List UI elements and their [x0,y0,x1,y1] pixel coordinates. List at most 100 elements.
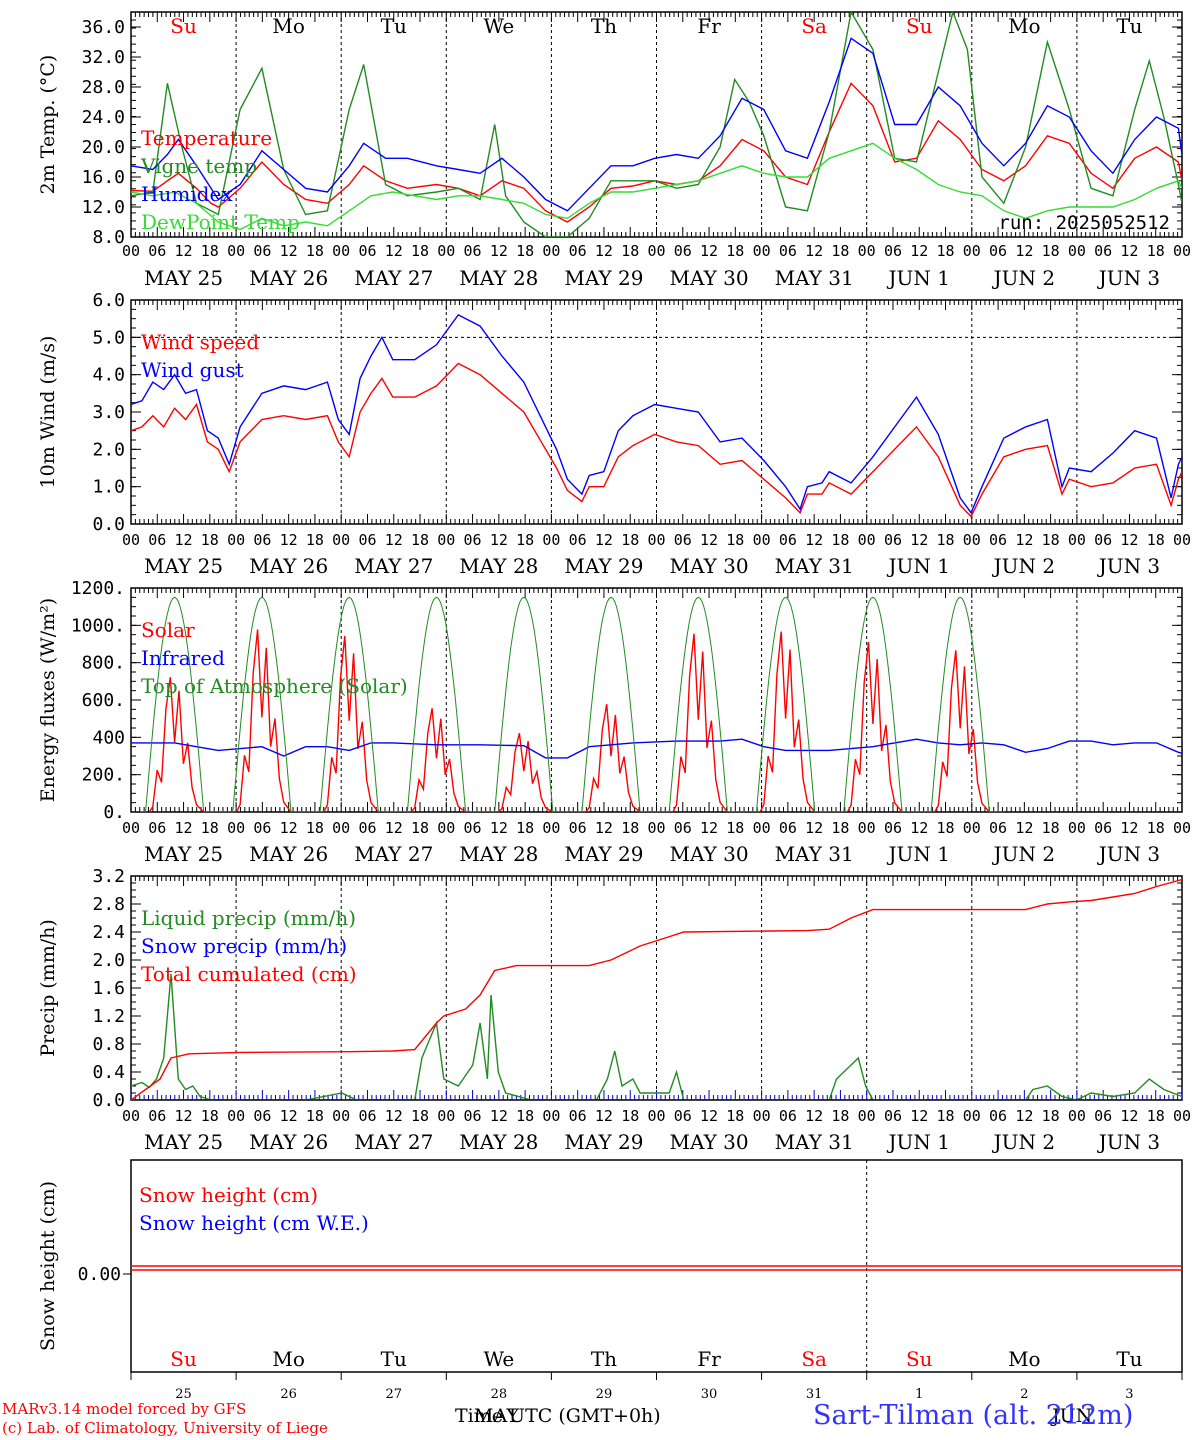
hour-tick-label: 06 [1094,819,1112,837]
y-axis-label: Precip (mm/h) [37,919,59,1057]
date-label: MAY 26 [249,266,328,290]
hour-tick-label: 06 [674,819,692,837]
month-overlay-jun: JUN [1052,1405,1093,1427]
hour-tick-label: 06 [569,531,587,549]
hour-tick-label: 18 [306,531,324,549]
hour-tick-label: 00 [963,819,981,837]
hour-tick-label: 00 [1173,819,1191,837]
y-tick-label: 600. [82,690,125,711]
hour-tick-label: 06 [989,531,1007,549]
hour-tick-label: 12 [1120,531,1138,549]
hour-tick-label: 18 [411,819,429,837]
hour-tick-label: 18 [1147,819,1165,837]
hour-tick-label: 12 [280,531,298,549]
hour-tick-label: 12 [595,819,613,837]
hour-tick-label: 12 [700,819,718,837]
hour-tick-label: 06 [884,531,902,549]
hour-tick-label: 12 [910,531,928,549]
hour-tick-label: 18 [621,1107,639,1125]
hour-tick-label: 12 [490,242,508,260]
series-line [131,142,1182,231]
series-line [131,314,1182,515]
hour-tick-label: 18 [201,242,219,260]
y-tick-label: 12.0 [82,197,125,218]
hour-tick-label: 06 [674,1107,692,1125]
hour-tick-label: 12 [175,1107,193,1125]
hour-tick-label: 00 [227,242,245,260]
y-tick-label: 5.0 [92,327,125,348]
hour-tick-label: 12 [385,242,403,260]
date-label: MAY 29 [564,554,643,578]
hour-tick-label: 06 [148,242,166,260]
footer-model-line: MARv3.14 model forced by GFS [2,1400,247,1418]
hour-tick-label: 06 [253,1107,271,1125]
weekday-label: Th [591,1347,617,1371]
y-tick-label: 2.0 [92,950,125,971]
y-tick-label: 20.0 [82,137,125,158]
day-number-label: 1 [915,1387,923,1402]
hour-tick-label: 12 [490,531,508,549]
weekday-label: We [483,1347,514,1371]
hour-tick-label: 00 [542,819,560,837]
day-number-label: 29 [596,1387,613,1402]
date-label: MAY 25 [144,842,223,866]
series-line [131,738,1182,759]
y-tick-label: 800. [82,653,125,674]
hour-tick-label: 18 [411,242,429,260]
date-label: JUN 1 [887,554,950,578]
hour-tick-label: 18 [516,1107,534,1125]
time-axis-label: Time UTC (GMT+0h) [455,1405,661,1427]
hour-tick-label: 06 [148,819,166,837]
y-tick-label: 4.0 [92,365,125,386]
hour-tick-label: 00 [122,819,140,837]
weekday-label: Su [906,14,933,38]
hour-tick-label: 00 [647,1107,665,1125]
hour-tick-label: 12 [1015,819,1033,837]
date-label: JUN 2 [992,266,1055,290]
hour-tick-label: 18 [936,819,954,837]
hour-tick-label: 18 [831,531,849,549]
hour-tick-label: 18 [411,1107,429,1125]
day-number-label: 27 [385,1387,402,1402]
hour-tick-label: 12 [490,1107,508,1125]
legend-entry: Humidex [141,182,233,206]
hour-tick-label: 00 [1068,242,1086,260]
date-label: MAY 27 [354,554,433,578]
run-label: run: 2025052512 [998,212,1170,234]
series-group [131,878,1182,1100]
hour-tick-label: 00 [858,1107,876,1125]
chart-panel-5: 0.00 Snow height (cm) Snow height (cm) Snow… [37,1159,1183,1402]
date-label: JUN 2 [992,1130,1055,1154]
hour-tick-label: 18 [936,531,954,549]
y-tick-label: 0.00 [78,1264,121,1285]
date-label: MAY 31 [775,554,854,578]
hour-tick-label: 18 [726,242,744,260]
hour-tick-label: 12 [280,819,298,837]
series-line [131,37,1182,212]
date-label: MAY 31 [775,1130,854,1154]
date-label: MAY 28 [459,842,538,866]
date-label: MAY 27 [354,266,433,290]
series-line [131,973,1182,1100]
hour-tick-label: 12 [1015,1107,1033,1125]
date-label: JUN 1 [887,1130,950,1154]
hour-tick-label: 06 [779,531,797,549]
legend-entry: Wind gust [141,358,244,382]
hour-tick-label: 18 [306,819,324,837]
hour-tick-label: 06 [989,819,1007,837]
y-tick-label: 36.0 [82,17,125,38]
hour-tick-label: 18 [831,242,849,260]
chart-panel-4: 00 06 12 18 00 06 12 18 00 06 12 18 00 06 12 18 00 06 12 18… [37,866,1191,1154]
series-line [140,596,995,812]
hour-tick-label: 00 [122,531,140,549]
date-label: MAY 30 [669,554,748,578]
hour-tick-label: 12 [1120,242,1138,260]
date-label: MAY 29 [564,842,643,866]
date-label: MAY 29 [564,1130,643,1154]
hour-tick-label: 00 [1068,1107,1086,1125]
hour-tick-label: 12 [175,242,193,260]
hour-tick-label: 00 [437,242,455,260]
date-label: MAY 27 [354,842,433,866]
legend-entry: Snow height (cm) [139,1183,318,1207]
hour-tick-label: 00 [963,242,981,260]
